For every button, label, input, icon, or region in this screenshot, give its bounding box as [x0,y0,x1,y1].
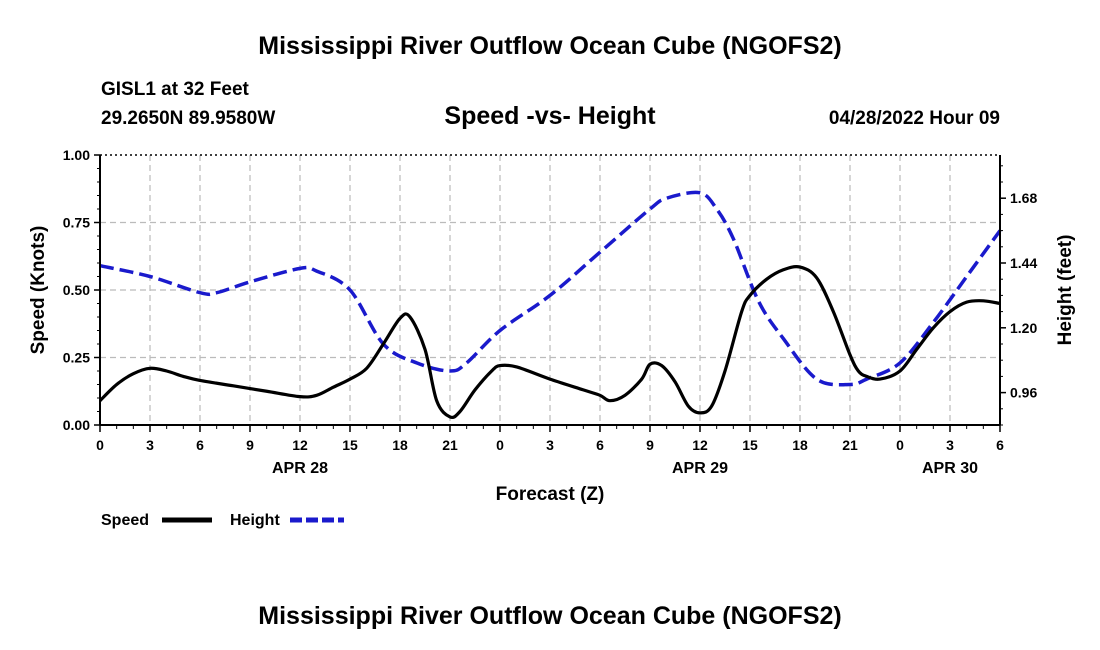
x-tick-label: 12 [292,437,308,453]
y-tick-label: 0.25 [63,350,90,366]
date-label: APR 30 [922,460,978,477]
date-label: APR 28 [272,460,328,477]
date-label: APR 29 [672,460,728,477]
x-tick-label: 21 [442,437,458,453]
datetime-label: 04/28/2022 Hour 09 [829,108,1000,129]
y-tick-label: 0.00 [63,417,90,433]
x-tick-label: 18 [792,437,808,453]
x-tick-label: 9 [646,437,654,453]
station-label: GISL1 at 32 Feet [101,79,250,100]
x-tick-label: 18 [392,437,408,453]
y2-tick-label: 1.20 [1010,320,1037,336]
axis-ticks: 0 3 6 9 12 15 18 21 0 3 6 9 12 15 18 21 0 3 6 0.00 0.25 0.50 0… [63,147,1038,477]
chart-title: Speed -vs- Height [444,102,656,130]
x-tick-label: 0 [496,437,504,453]
x-tick-label: 3 [146,437,154,453]
page-title: Mississippi River Outflow Ocean Cube (NG… [258,32,841,60]
x-axis-label: Forecast (Z) [496,484,605,505]
x-tick-label: 9 [246,437,254,453]
x-tick-label: 3 [946,437,954,453]
x-tick-label: 15 [342,437,358,453]
x-tick-label: 15 [742,437,758,453]
y2-tick-label: 1.44 [1010,255,1037,271]
y2-axis-label: Height (feet) [1055,235,1076,346]
y-tick-label: 1.00 [63,147,90,163]
series-group [98,190,1002,420]
y2-tick-label: 1.68 [1010,190,1037,206]
x-tick-label: 6 [996,437,1004,453]
y-tick-label: 0.50 [63,282,90,298]
x-tick-label: 0 [96,437,104,453]
x-tick-label: 6 [596,437,604,453]
x-tick-label: 0 [896,437,904,453]
legend: Speed Height [101,512,344,529]
footer-title: Mississippi River Outflow Ocean Cube (NG… [258,602,841,630]
location-label: 29.2650N 89.9580W [101,108,275,129]
y-tick-label: 0.75 [63,215,90,231]
height-series-line [99,190,1002,387]
x-tick-label: 12 [692,437,708,453]
y-axis-label: Speed (Knots) [28,226,49,355]
grid [100,155,1000,425]
x-tick-label: 3 [546,437,554,453]
legend-height-label: Height [230,512,280,529]
x-tick-label: 21 [842,437,858,453]
x-tick-label: 6 [196,437,204,453]
speed-series-line [98,265,1001,420]
y2-tick-label: 0.96 [1010,385,1037,401]
legend-speed-label: Speed [101,512,149,529]
